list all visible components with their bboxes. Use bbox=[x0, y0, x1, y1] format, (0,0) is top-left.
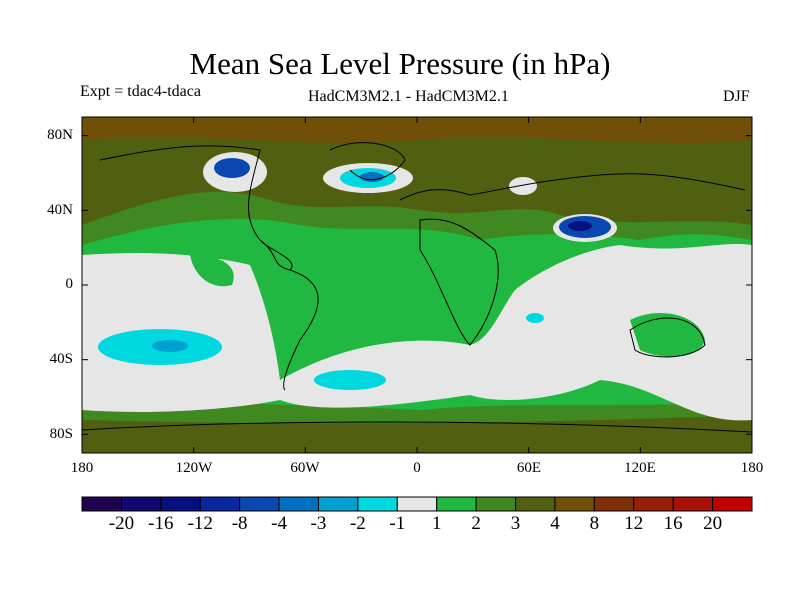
colorbar-swatch bbox=[120, 496, 162, 512]
colorbar-swatch bbox=[436, 496, 477, 512]
y-tick-label: 80S bbox=[49, 426, 73, 442]
y-tick-label: 40S bbox=[49, 351, 73, 367]
colorbar-label: -4 bbox=[271, 513, 287, 534]
colorbar-swatch bbox=[515, 496, 556, 512]
colorbar-label: -20 bbox=[108, 513, 135, 534]
axis-ticks bbox=[81, 117, 753, 453]
colorbar-swatch bbox=[593, 496, 635, 512]
coastlines bbox=[82, 142, 752, 433]
y-tick-label: 80N bbox=[47, 127, 73, 143]
field-cyan-indian bbox=[526, 313, 544, 323]
colorbar-swatch bbox=[554, 496, 595, 512]
season-label: DJF bbox=[723, 88, 750, 105]
colorbar-swatch bbox=[712, 496, 753, 512]
colorbar-label: 8 bbox=[589, 513, 600, 534]
x-tick-label: 180 bbox=[70, 460, 94, 476]
y-tick-label: 0 bbox=[65, 276, 74, 292]
x-tick-label: 180 bbox=[740, 460, 764, 476]
x-tick-label: 60W bbox=[290, 460, 320, 476]
colorbar-label: -2 bbox=[349, 513, 366, 534]
colorbar-label: -1 bbox=[389, 513, 406, 534]
field-darkblue-tibet bbox=[568, 221, 592, 231]
field-green-patch bbox=[190, 255, 705, 357]
x-tick-label: 0 bbox=[413, 460, 421, 476]
colorbar-label: 12 bbox=[624, 513, 644, 534]
colorbar-swatch bbox=[396, 496, 438, 512]
field-blue-canada bbox=[214, 158, 250, 178]
colorbar-swatch bbox=[357, 496, 398, 512]
colorbar-label: 16 bbox=[663, 513, 683, 534]
field-cyan-atlantic bbox=[314, 370, 386, 390]
model-label: HadCM3M2.1 - HadCM3M2.1 bbox=[308, 88, 509, 105]
x-tick-label: 120E bbox=[624, 460, 656, 476]
colorbar-label: -8 bbox=[231, 513, 248, 534]
colorbar-swatch bbox=[160, 496, 201, 512]
field-blue-greenland bbox=[360, 172, 384, 182]
x-tick-label: 120W bbox=[175, 460, 213, 476]
colorbar-swatch bbox=[81, 496, 122, 512]
colorbar-label: -12 bbox=[187, 513, 213, 534]
colorbar-swatch bbox=[278, 496, 319, 512]
colorbar bbox=[81, 496, 753, 512]
colorbar-label: -16 bbox=[148, 513, 174, 534]
colorbar-swatch bbox=[239, 496, 280, 512]
colorbar-swatch bbox=[672, 496, 714, 512]
colorbar-label: 2 bbox=[471, 513, 481, 534]
plot-title: Mean Sea Level Pressure (in hPa) bbox=[189, 46, 611, 81]
colorbar-label: 1 bbox=[431, 513, 442, 534]
colorbar-label: 3 bbox=[510, 513, 521, 534]
colorbar-label: -3 bbox=[310, 513, 327, 534]
experiment-label: Expt = tdac4-tdaca bbox=[80, 83, 201, 100]
x-tick-label: 60E bbox=[516, 460, 542, 476]
pressure-field bbox=[82, 117, 752, 453]
colorbar-swatch bbox=[199, 496, 241, 512]
colorbar-swatch bbox=[317, 496, 359, 512]
colorbar-label: 20 bbox=[703, 513, 723, 534]
colorbar-swatch bbox=[475, 496, 517, 512]
field-gray-siberia bbox=[509, 177, 537, 195]
colorbar-label: 4 bbox=[550, 513, 560, 534]
field-blue-pacific bbox=[152, 340, 188, 352]
colorbar-swatch bbox=[633, 496, 674, 512]
field-gray bbox=[82, 243, 752, 421]
y-tick-label: 40N bbox=[47, 202, 73, 218]
